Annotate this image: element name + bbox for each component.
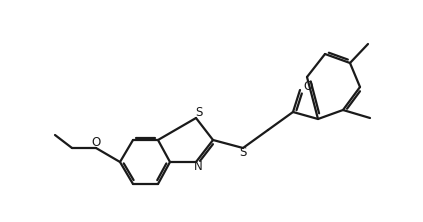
Text: S: S xyxy=(195,107,203,119)
Text: O: O xyxy=(91,137,101,149)
Text: N: N xyxy=(194,161,202,174)
Text: O: O xyxy=(303,81,313,93)
Text: S: S xyxy=(239,147,247,159)
